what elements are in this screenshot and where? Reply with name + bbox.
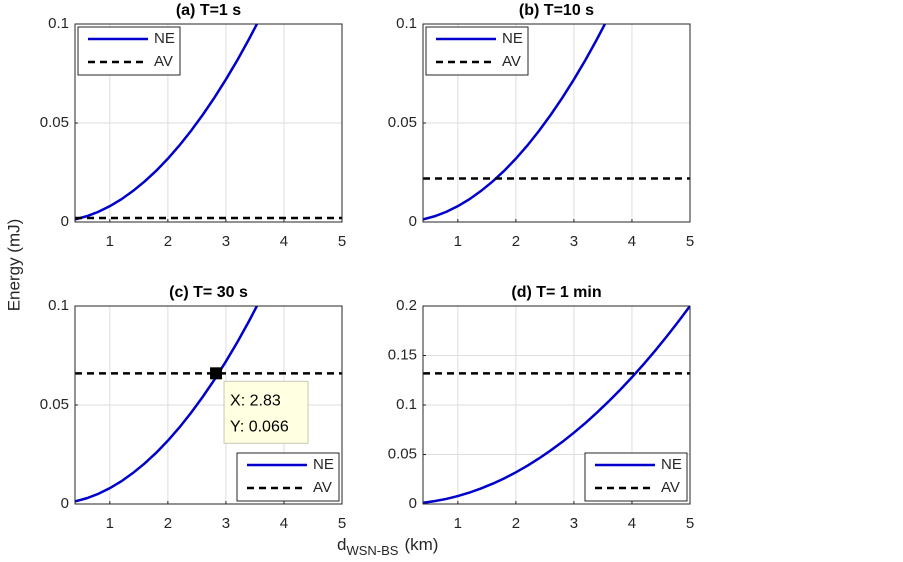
y-tick-label: 0.05 xyxy=(388,114,417,131)
datatip-label: Y: 0.066 xyxy=(230,419,289,436)
x-tick-label: 5 xyxy=(686,515,694,532)
x-tick-label: 5 xyxy=(338,515,346,532)
axes: 1 2 3 4 5 0 0.05 0.1 (b) T=10 s NE AV xyxy=(388,2,694,250)
x-tick-label: 4 xyxy=(280,233,288,250)
datatip-marker xyxy=(210,367,223,380)
x-tick-label: 2 xyxy=(164,515,172,532)
x-tick-label: 1 xyxy=(454,233,462,250)
x-axis-label: dWSN-BS (km) xyxy=(337,535,438,558)
x-label-unit: (km) xyxy=(404,535,438,554)
y-tick-label: 0.05 xyxy=(388,445,417,462)
legend-box xyxy=(77,26,181,76)
legend-box xyxy=(425,26,529,76)
x-tick-label: 1 xyxy=(454,515,462,532)
legend-box xyxy=(236,452,340,502)
legend-label: NE xyxy=(154,30,175,47)
y-tick-label: 0 xyxy=(409,495,417,512)
legend-box xyxy=(584,452,688,502)
x-tick-label: 5 xyxy=(686,233,694,250)
datatip-box xyxy=(223,380,309,444)
y-tick-label: 0.05 xyxy=(40,114,69,131)
y-axis-label: Energy (mJ) xyxy=(4,219,23,312)
x-tick-label: 1 xyxy=(106,515,114,532)
y-tick-label: 0.1 xyxy=(396,396,417,413)
x-tick-label: 2 xyxy=(164,233,172,250)
x-label-main: d xyxy=(337,535,346,554)
y-tick-label: 0.15 xyxy=(388,346,417,363)
x-tick-label: 3 xyxy=(570,515,578,532)
y-tick-label: 0 xyxy=(409,213,417,230)
x-tick-label: 3 xyxy=(570,233,578,250)
legend-label: AV xyxy=(313,479,332,496)
axes: 1 2 3 4 5 0 0.05 0.1 0.15 0.2 (d) T= 1 min NE AV xyxy=(388,284,694,532)
legend-label: NE xyxy=(502,30,523,47)
legend-label: NE xyxy=(661,456,682,473)
x-tick-label: 2 xyxy=(512,233,520,250)
series-line xyxy=(423,306,690,504)
y-tick-label: 0.2 xyxy=(396,297,417,314)
x-label-sub: WSN-BS xyxy=(346,543,398,558)
series-line xyxy=(75,306,259,503)
axes-box xyxy=(74,23,343,223)
y-tick-label: 0.05 xyxy=(40,396,69,413)
legend-label: AV xyxy=(502,53,521,70)
axes-box xyxy=(74,305,343,505)
axes: 1 2 3 4 5 0 0.05 0.1 (c) T= 30 s NE AV X: 2.83 Y: 0.… xyxy=(40,284,346,532)
x-tick-label: 4 xyxy=(628,233,636,250)
chart-title: (a) T=1 s xyxy=(176,2,241,19)
x-tick-label: 4 xyxy=(628,515,636,532)
series-line xyxy=(75,24,259,221)
legend-label: AV xyxy=(154,53,173,70)
chart-title: (b) T=10 s xyxy=(519,2,594,19)
datatip-label: X: 2.83 xyxy=(230,393,281,410)
x-tick-label: 5 xyxy=(338,233,346,250)
x-tick-label: 3 xyxy=(222,515,230,532)
legend-label: AV xyxy=(661,479,680,496)
series-line xyxy=(423,24,607,221)
legend-label: NE xyxy=(313,456,334,473)
x-tick-label: 3 xyxy=(222,233,230,250)
y-tick-label: 0 xyxy=(61,495,69,512)
y-tick-label: 0.1 xyxy=(48,15,69,32)
y-tick-label: 0.1 xyxy=(396,15,417,32)
y-tick-label: 0 xyxy=(61,213,69,230)
axes-box xyxy=(422,305,691,505)
y-tick-label: 0.1 xyxy=(48,297,69,314)
chart-title: (c) T= 30 s xyxy=(169,284,248,301)
x-tick-label: 1 xyxy=(106,233,114,250)
axes: 1 2 3 4 5 0 0.05 0.1 (a) T=1 sNE AV xyxy=(40,2,346,250)
chart-title: (d) T= 1 min xyxy=(511,284,601,301)
axes-box xyxy=(422,23,691,223)
x-tick-label: 2 xyxy=(512,515,520,532)
x-tick-label: 4 xyxy=(280,515,288,532)
